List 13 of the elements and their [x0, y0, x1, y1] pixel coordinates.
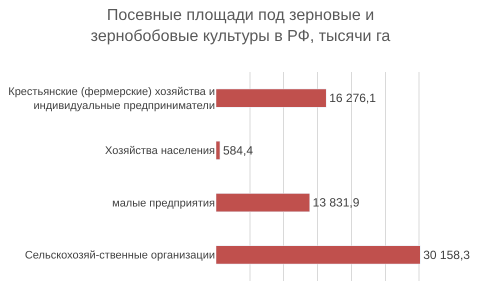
bar [216, 88, 326, 108]
data-label: 13 831,9 [312, 196, 360, 210]
y-tick-label: Крестьянские (фермерские) хозяйства и индивидуальные предприниматели [8, 86, 215, 112]
data-label: 16 276,1 [329, 91, 376, 106]
chart-title: Посевные площади под зерновые и зернобобовые культуры в РФ, тысячи га [90, 7, 390, 46]
y-tick-label: малые предприятия [112, 197, 216, 210]
bar [216, 245, 420, 264]
bar [216, 193, 310, 212]
data-label: 30 158,3 [423, 248, 470, 262]
y-tick-label: Сельскохозяй-ственные организации [24, 250, 215, 262]
data-label: 584,4 [222, 143, 254, 158]
bar [216, 140, 220, 160]
y-tick-label: Хозяйства населения [105, 145, 216, 158]
